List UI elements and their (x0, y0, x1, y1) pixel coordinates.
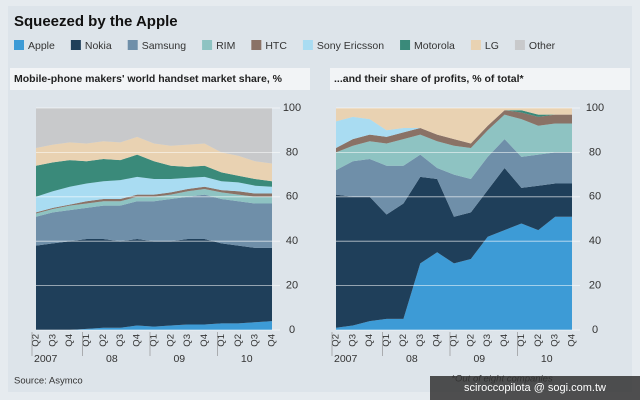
legend-swatch (14, 40, 24, 50)
legend-label: HTC (265, 40, 287, 52)
x-group-label: 2007 (34, 353, 58, 365)
y-tick-label: 100 (586, 102, 604, 114)
x-tick-label: Q3 (182, 334, 193, 347)
area (36, 154, 272, 197)
x-tick-label: Q4 (432, 334, 443, 347)
legend-label: RIM (216, 40, 235, 52)
legend-swatch (127, 40, 138, 50)
watermark: sciroccopilota @ sogi.com.tw (464, 382, 606, 394)
area (336, 110, 572, 148)
x-tick-label: Q4 (132, 334, 143, 347)
x-tick-label: Q3 (250, 334, 261, 347)
area (36, 238, 272, 330)
x-tick-label: Q3 (415, 334, 426, 347)
x-group-label: 08 (406, 353, 418, 365)
x-group-label: 10 (241, 353, 253, 365)
area (36, 321, 272, 330)
x-tick-label: Q4 (199, 334, 210, 347)
legend-label: Other (529, 40, 556, 52)
x-group-label: 2007 (334, 353, 358, 365)
x-tick-label: Q2 (398, 334, 409, 347)
subtitle-box (10, 68, 310, 90)
y-tick-label: 100 (283, 102, 301, 114)
legend-label: LG (485, 40, 499, 52)
x-tick-label: Q3 (115, 334, 126, 347)
x-tick-label: Q4 (64, 334, 75, 347)
x-tick-label: Q2 (465, 334, 476, 347)
x-tick-label: Q1 (149, 334, 160, 347)
area (36, 176, 272, 213)
legend-label: Nokia (85, 40, 112, 52)
legend-swatch (514, 40, 525, 50)
x-group-label: 10 (541, 353, 553, 365)
y-tick-label: 80 (286, 146, 298, 158)
area (36, 189, 272, 217)
x-tick-label: Q2 (533, 334, 544, 347)
legend-label: Motorola (414, 40, 455, 52)
x-tick-label: Q1 (449, 334, 460, 347)
subtitle: Mobile-phone makers' world handset marke… (14, 73, 283, 85)
y-tick-label: 20 (589, 280, 601, 292)
area (336, 110, 572, 153)
x-tick-label: Q4 (364, 334, 375, 347)
y-tick-label: 60 (589, 191, 601, 203)
legend-label: Apple (28, 40, 55, 52)
legend-swatch (202, 40, 213, 50)
y-tick-label: 80 (589, 146, 601, 158)
area (36, 108, 272, 164)
x-tick-label: Q4 (567, 334, 578, 347)
y-tick-label: 40 (589, 235, 601, 247)
x-tick-label: Q3 (47, 334, 58, 347)
x-group-label: 09 (173, 353, 185, 365)
y-tick-label: 20 (286, 280, 298, 292)
area (336, 108, 572, 144)
x-tick-label: Q3 (550, 334, 561, 347)
area (36, 136, 272, 182)
legend-swatch (251, 40, 262, 50)
x-tick-label: Q2 (165, 334, 176, 347)
y-tick-label: 0 (592, 324, 598, 336)
legend-swatch (302, 40, 313, 50)
x-tick-label: Q1 (516, 334, 527, 347)
x-tick-label: Q4 (499, 334, 510, 347)
area (336, 216, 572, 330)
x-tick-label: Q1 (381, 334, 392, 347)
area (36, 194, 272, 248)
x-tick-label: Q1 (81, 334, 92, 347)
y-tick-label: 0 (289, 324, 295, 336)
area (336, 114, 572, 180)
x-tick-label: Q3 (347, 334, 358, 347)
source: Source: Asymco (14, 376, 83, 387)
subtitle-box (330, 68, 630, 90)
x-group-label: 08 (106, 353, 118, 365)
legend-swatch (400, 40, 411, 50)
x-tick-label: Q2 (31, 334, 42, 347)
x-tick-label: Q2 (233, 334, 244, 347)
legend-label: Samsung (142, 40, 187, 52)
y-tick-label: 60 (286, 191, 298, 203)
x-tick-label: Q3 (482, 334, 493, 347)
x-tick-label: Q1 (216, 334, 227, 347)
legend-swatch (70, 40, 81, 50)
y-tick-label: 40 (286, 235, 298, 247)
x-group-label: 09 (473, 353, 485, 365)
legend-swatch (470, 40, 481, 50)
title: Squeezed by the Apple (14, 13, 178, 30)
area (336, 167, 572, 328)
subtitle: ...and their share of profits, % of tota… (334, 73, 525, 85)
legend-label: Sony Ericsson (317, 40, 384, 52)
x-tick-label: Q4 (267, 334, 278, 347)
x-tick-label: Q2 (331, 334, 342, 347)
x-tick-label: Q2 (98, 334, 109, 347)
watermark-box (430, 376, 640, 400)
area (336, 139, 572, 217)
